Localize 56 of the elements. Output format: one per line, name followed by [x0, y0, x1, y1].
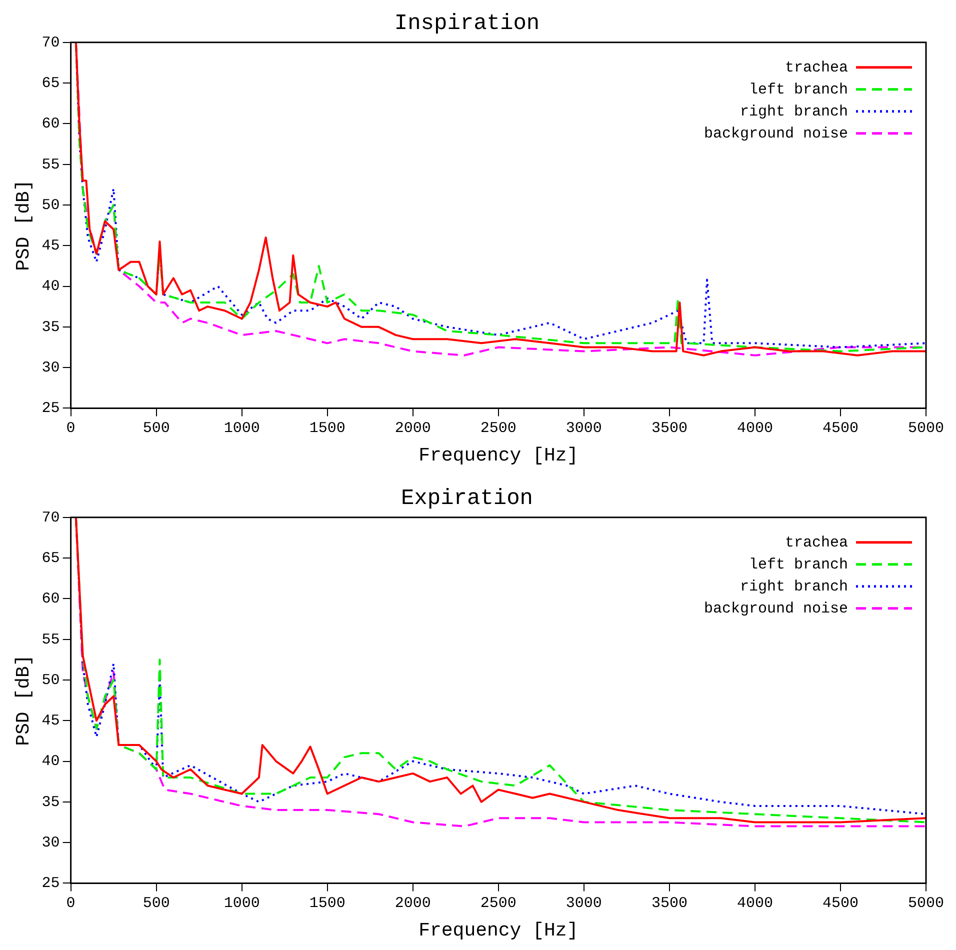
x-tick-label: 2000: [394, 420, 431, 438]
legend-label: background noise: [704, 600, 848, 618]
x-axis-title: Frequency [Hz]: [418, 444, 578, 467]
x-tick-label: 5000: [908, 895, 944, 912]
legend-label: left branch: [748, 81, 848, 98]
legend-label: background noise: [704, 125, 848, 142]
y-tick-label: 45: [42, 712, 60, 730]
y-tick-label: 60: [42, 590, 60, 608]
y-tick-label: 40: [42, 753, 60, 770]
x-tick-label: 3500: [651, 420, 688, 438]
y-tick-label: 25: [42, 400, 60, 418]
y-tick-label: 65: [42, 75, 60, 92]
x-tick-label: 2500: [480, 895, 516, 912]
x-tick-label: 3000: [566, 895, 602, 912]
legend-label: trachea: [784, 59, 848, 76]
x-tick-label: 4500: [822, 895, 858, 912]
y-axis-title: PSD [dB]: [12, 654, 34, 746]
x-tick-label: 2000: [394, 895, 431, 912]
y-tick-label: 55: [42, 631, 60, 648]
y-tick-label: 40: [42, 278, 60, 296]
x-tick-label: 0: [66, 420, 76, 438]
x-tick-label: 4000: [736, 895, 773, 912]
x-tick-label: 1000: [224, 895, 260, 912]
x-tick-label: 1500: [309, 895, 346, 912]
x-tick-label: 3000: [566, 420, 602, 438]
y-tick-label: 30: [42, 834, 60, 852]
x-tick-label: 5000: [908, 420, 944, 438]
y-tick-label: 70: [42, 509, 60, 526]
y-tick-label: 50: [42, 196, 60, 214]
legend-label: right branch: [740, 578, 848, 596]
x-tick-label: 3500: [651, 895, 688, 912]
x-tick-label: 500: [142, 420, 170, 438]
y-axis-title: PSD [dB]: [12, 180, 34, 271]
y-tick-label: 30: [42, 360, 60, 377]
x-axis-title: Frequency [Hz]: [418, 920, 578, 942]
y-tick-label: 70: [42, 34, 60, 52]
chart-title: Inspiration: [394, 11, 540, 36]
y-tick-label: 55: [42, 156, 60, 174]
y-tick-label: 65: [42, 550, 60, 568]
legend-label: right branch: [740, 103, 848, 120]
y-tick-label: 35: [42, 318, 60, 336]
x-tick-label: 4500: [822, 420, 858, 438]
x-tick-label: 0: [66, 895, 76, 912]
y-tick-label: 25: [42, 875, 60, 892]
y-tick-label: 45: [42, 238, 60, 255]
x-tick-label: 1000: [224, 420, 260, 438]
x-tick-label: 2500: [480, 420, 516, 438]
x-tick-label: 4000: [736, 420, 773, 438]
legend-label: trachea: [784, 534, 848, 552]
y-tick-label: 60: [42, 116, 60, 133]
x-tick-label: 1500: [309, 420, 346, 438]
y-tick-label: 35: [42, 794, 60, 811]
x-tick-label: 500: [142, 895, 170, 912]
y-tick-label: 50: [42, 672, 60, 689]
chart-title: Expiration: [400, 486, 534, 512]
legend-label: left branch: [748, 556, 848, 574]
